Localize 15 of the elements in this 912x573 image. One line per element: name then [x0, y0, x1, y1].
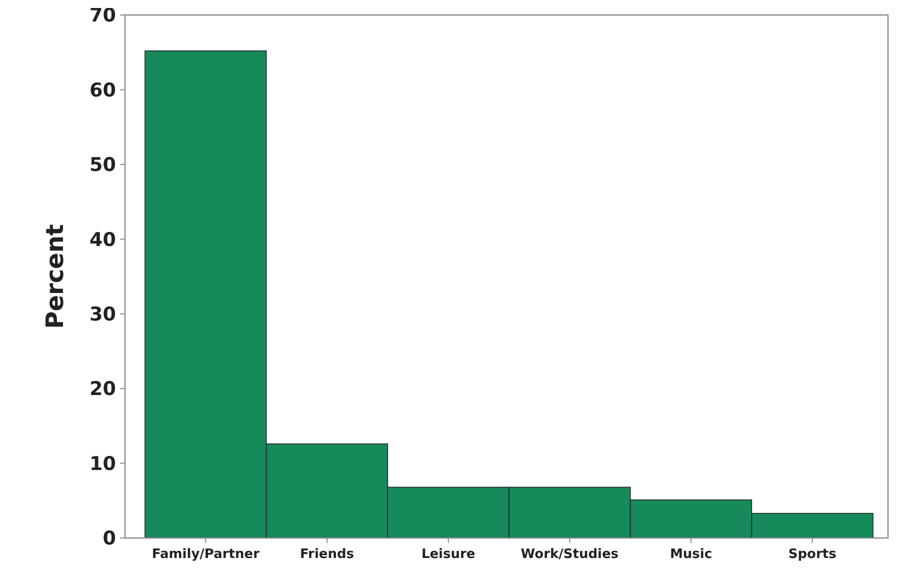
y-tick-label: 50 [90, 154, 116, 176]
y-tick-label: 60 [90, 79, 116, 102]
y-tick-label: 10 [90, 452, 116, 475]
y-axis-title: Percent [41, 224, 69, 329]
x-tick-label: Sports [788, 547, 837, 562]
x-tick-label: Music [670, 547, 712, 562]
y-tick-label: 30 [90, 304, 116, 326]
x-tick-label: Work/Studies [520, 547, 619, 562]
y-tick-label: 20 [90, 378, 116, 400]
x-tick-label: Family/Partner [152, 547, 260, 562]
x-tick-label: Friends [300, 547, 354, 562]
y-tick-label: 40 [90, 228, 116, 251]
y-tick-label: 0 [102, 528, 116, 550]
x-tick-label: Leisure [421, 547, 476, 562]
y-tick-label: 70 [90, 4, 116, 27]
